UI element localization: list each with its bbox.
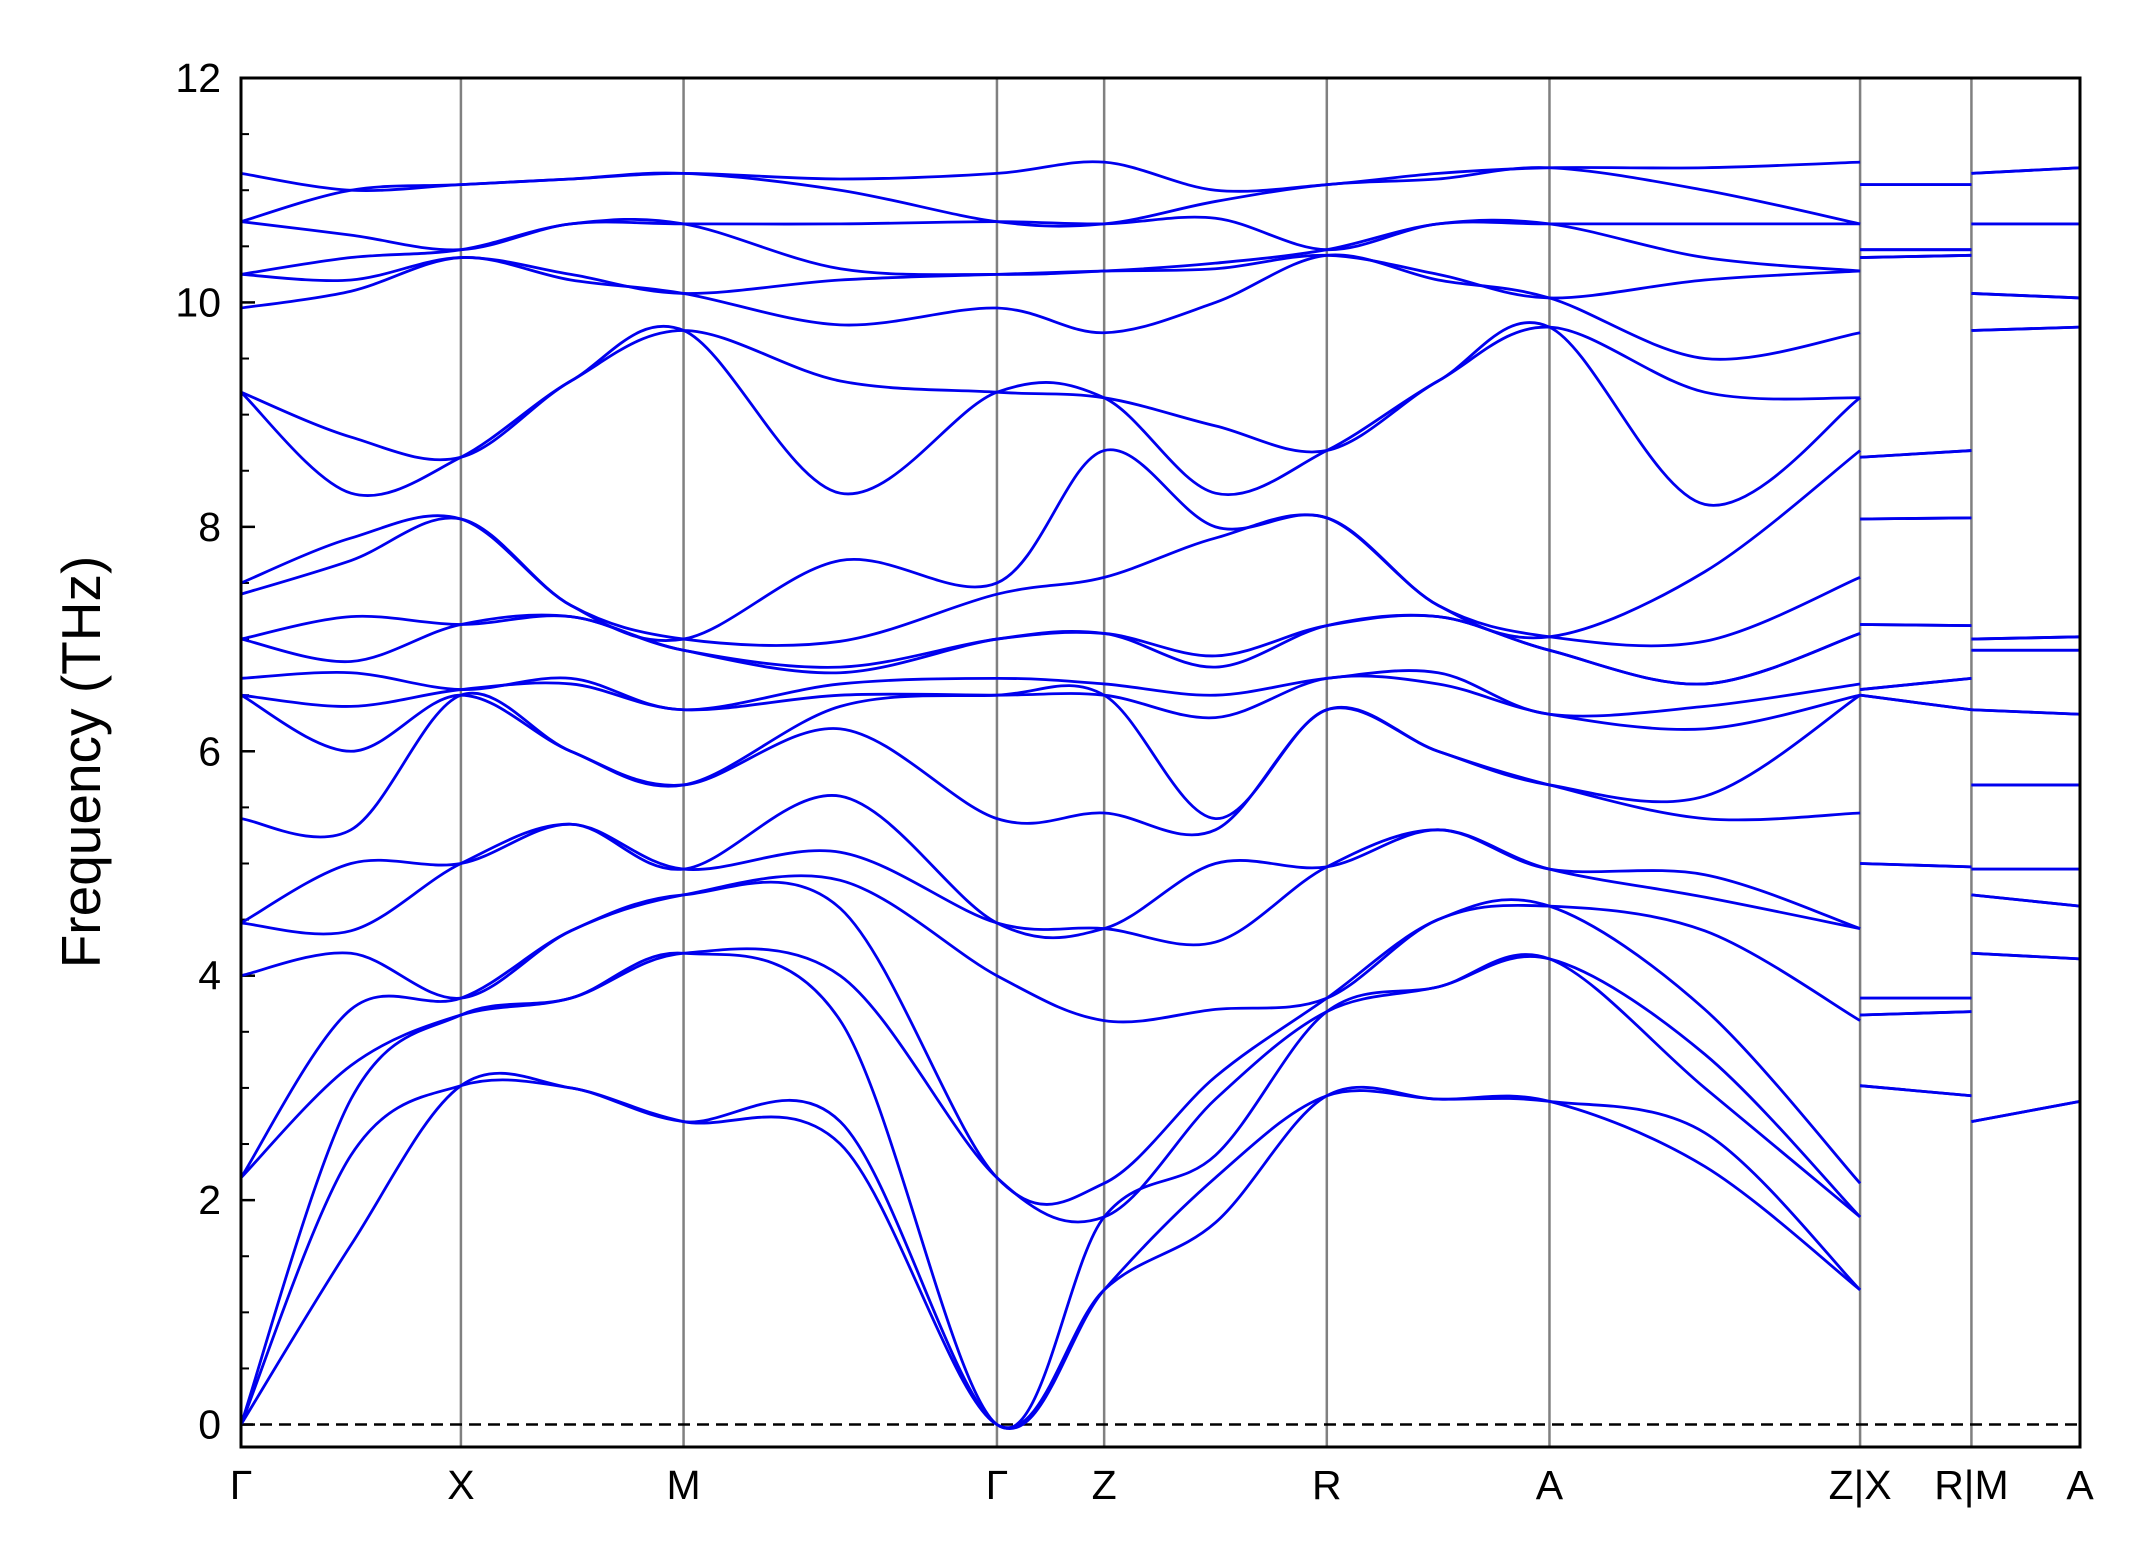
band-line xyxy=(1859,1084,1972,1098)
band-line xyxy=(1971,166,2081,175)
y-tick-label: 2 xyxy=(198,1177,221,1223)
band-line xyxy=(1971,893,2081,908)
band-line xyxy=(239,1071,1861,1429)
band-line xyxy=(1971,325,2081,332)
band-line xyxy=(1971,708,2081,716)
band-line xyxy=(1860,1010,1972,1017)
band-line xyxy=(240,822,1861,947)
x-tick-label: R xyxy=(1312,1462,1342,1508)
x-tick-label: Γ xyxy=(986,1462,1009,1508)
band-line xyxy=(240,253,1861,300)
x-tick-label: X xyxy=(447,1462,474,1508)
band-line xyxy=(240,253,1861,361)
band-line xyxy=(240,684,1861,821)
band-line xyxy=(1859,693,1972,712)
x-tick-label: Γ xyxy=(230,1462,253,1508)
y-tick-label: 8 xyxy=(198,504,221,550)
x-tick-label: Z|X xyxy=(1829,1462,1892,1508)
band-line xyxy=(1971,951,2081,961)
band-line xyxy=(240,448,1861,642)
band-line xyxy=(1971,1100,2081,1123)
band-line xyxy=(1860,623,1972,627)
band-line xyxy=(239,947,1862,1224)
band-line xyxy=(240,160,1861,193)
band-line xyxy=(240,674,1861,731)
x-tick-label: A xyxy=(1536,1462,1564,1508)
y-tick-label: 6 xyxy=(198,728,221,774)
band-line xyxy=(240,321,1861,507)
band-line xyxy=(1860,449,1972,459)
band-line xyxy=(240,215,1861,252)
plot-frame xyxy=(239,76,2082,1449)
band-line xyxy=(1860,862,1972,869)
band-line xyxy=(240,613,1861,686)
band-line xyxy=(240,166,1861,228)
band-line xyxy=(1971,292,2081,300)
y-axis-label: Frequency (THz) xyxy=(50,556,112,969)
band-line xyxy=(240,669,1861,718)
band-line xyxy=(239,951,1861,1430)
band-line xyxy=(240,874,1861,1024)
band-line xyxy=(239,1078,1862,1430)
band-line xyxy=(1860,516,1972,521)
band-line xyxy=(240,613,1861,686)
band-line xyxy=(240,325,1861,462)
band-line xyxy=(1971,635,2081,641)
x-tick-label: M xyxy=(666,1462,700,1508)
x-tick-label: A xyxy=(2066,1462,2094,1508)
band-line xyxy=(240,513,1861,648)
y-tick-label: 10 xyxy=(175,279,221,325)
y-tick-label: 12 xyxy=(175,55,221,101)
y-tick-label: 4 xyxy=(198,953,221,999)
band-line xyxy=(1860,253,1972,259)
band-line xyxy=(240,794,1861,940)
y-tick-label: 0 xyxy=(198,1402,221,1448)
x-tick-label: Z xyxy=(1092,1462,1117,1508)
band-line xyxy=(1859,676,1972,691)
x-tick-label: R|M xyxy=(1934,1462,2008,1508)
